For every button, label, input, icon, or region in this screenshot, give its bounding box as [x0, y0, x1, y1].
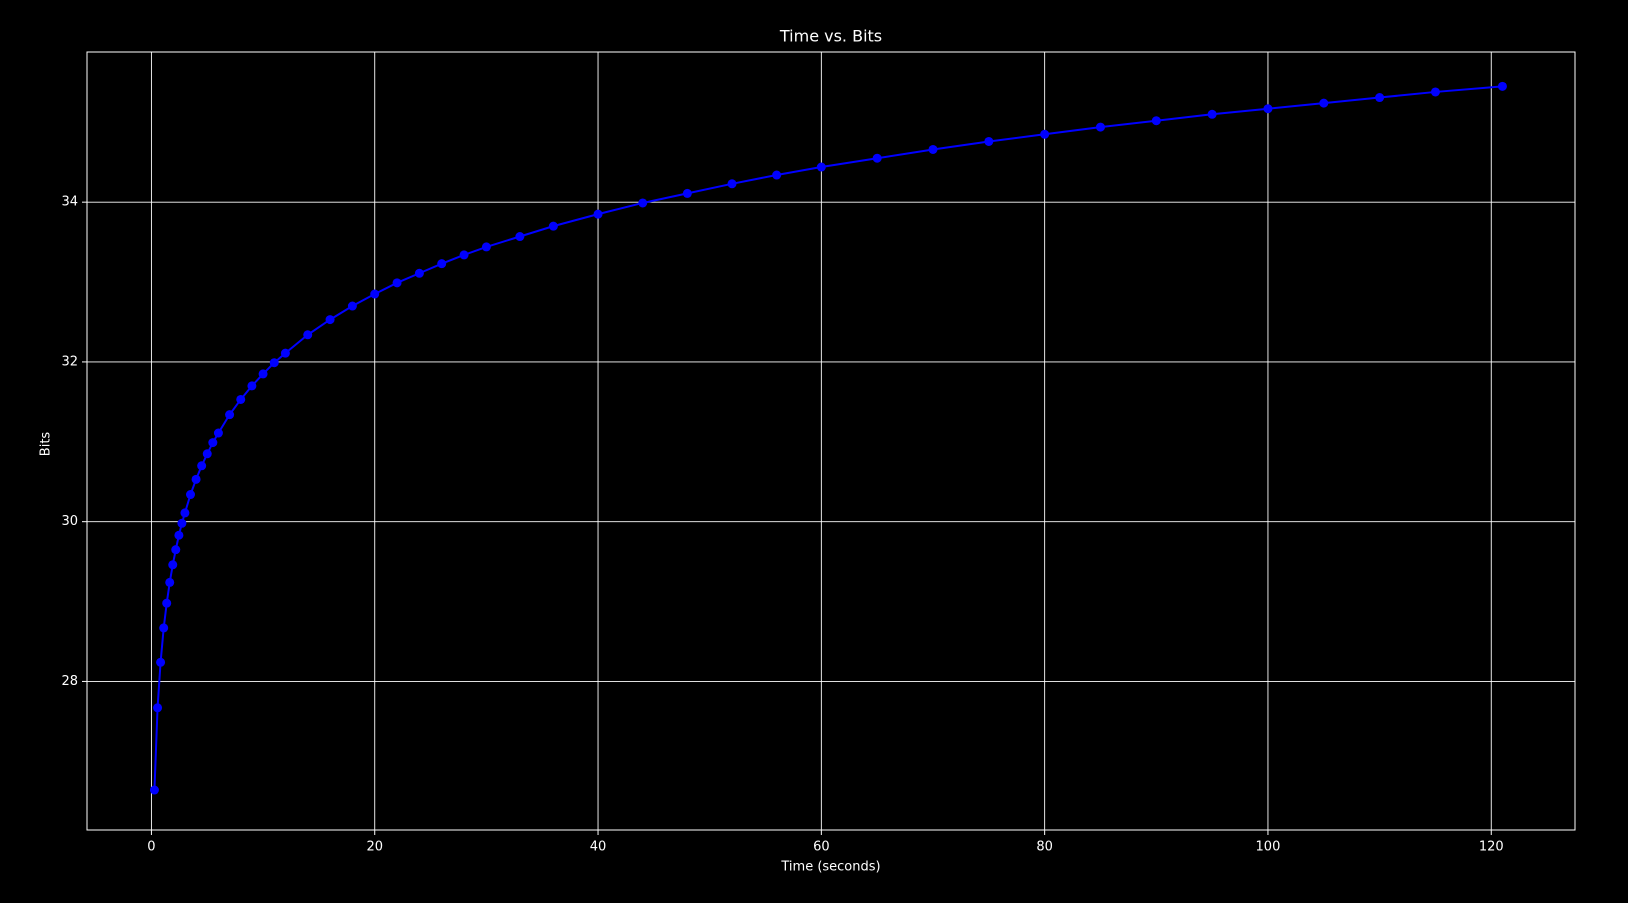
data-point	[928, 144, 938, 154]
x-tick-label: 40	[590, 840, 607, 855]
data-point	[548, 221, 558, 231]
chart-title: Time vs. Bits	[779, 27, 882, 46]
data-point	[325, 315, 335, 325]
data-point	[191, 474, 201, 484]
data-point	[872, 153, 882, 163]
data-point	[1430, 87, 1440, 97]
x-tick-label: 0	[147, 840, 155, 855]
x-tick-label: 120	[1479, 840, 1504, 855]
data-point	[638, 198, 648, 208]
data-point	[1375, 93, 1385, 103]
data-point	[1263, 104, 1273, 114]
data-point	[197, 461, 207, 471]
data-point	[202, 449, 212, 459]
data-point	[1095, 122, 1105, 132]
data-point	[392, 278, 402, 288]
data-point	[208, 438, 218, 448]
data-point	[236, 394, 246, 404]
data-point	[165, 577, 175, 587]
data-point	[727, 179, 737, 189]
data-point	[180, 508, 190, 518]
data-point	[156, 657, 166, 667]
data-point	[168, 560, 178, 570]
data-point	[153, 703, 163, 713]
x-tick-label: 80	[1036, 840, 1053, 855]
data-point	[159, 623, 169, 633]
x-tick-label: 20	[366, 840, 383, 855]
data-point	[186, 490, 196, 500]
data-point	[177, 518, 187, 528]
x-tick-label: 60	[813, 840, 830, 855]
data-point	[247, 381, 257, 391]
data-point	[347, 301, 357, 311]
data-point	[280, 348, 290, 358]
data-point	[1040, 129, 1050, 139]
data-point	[370, 289, 380, 299]
data-point	[1497, 81, 1507, 91]
data-line	[153, 85, 1503, 791]
data-point	[772, 170, 782, 180]
data-point	[1207, 109, 1217, 119]
data-point	[171, 545, 181, 555]
data-point	[481, 242, 491, 252]
data-point	[459, 250, 469, 260]
data-point	[258, 369, 268, 379]
y-tick-label: 28	[61, 674, 78, 689]
data-point	[149, 785, 159, 795]
y-tick-label: 34	[61, 195, 78, 210]
y-tick-label: 32	[61, 354, 78, 369]
x-tick-label: 100	[1256, 840, 1281, 855]
data-point	[1151, 116, 1161, 126]
data-point	[984, 136, 994, 146]
data-point	[174, 530, 184, 540]
data-point	[1319, 98, 1329, 108]
y-axis-label: Bits	[39, 432, 54, 457]
plot-frame	[86, 51, 1576, 831]
data-point	[593, 209, 603, 219]
data-point	[213, 428, 223, 438]
y-tick-label: 30	[61, 514, 78, 529]
data-point	[225, 410, 235, 420]
data-point	[816, 162, 826, 172]
data-point	[269, 358, 279, 368]
data-point	[515, 232, 525, 242]
data-point	[437, 259, 447, 269]
x-axis-label: Time (seconds)	[780, 860, 880, 875]
data-point	[162, 598, 172, 608]
data-point	[682, 188, 692, 198]
data-point	[303, 330, 313, 340]
data-point	[414, 268, 424, 278]
